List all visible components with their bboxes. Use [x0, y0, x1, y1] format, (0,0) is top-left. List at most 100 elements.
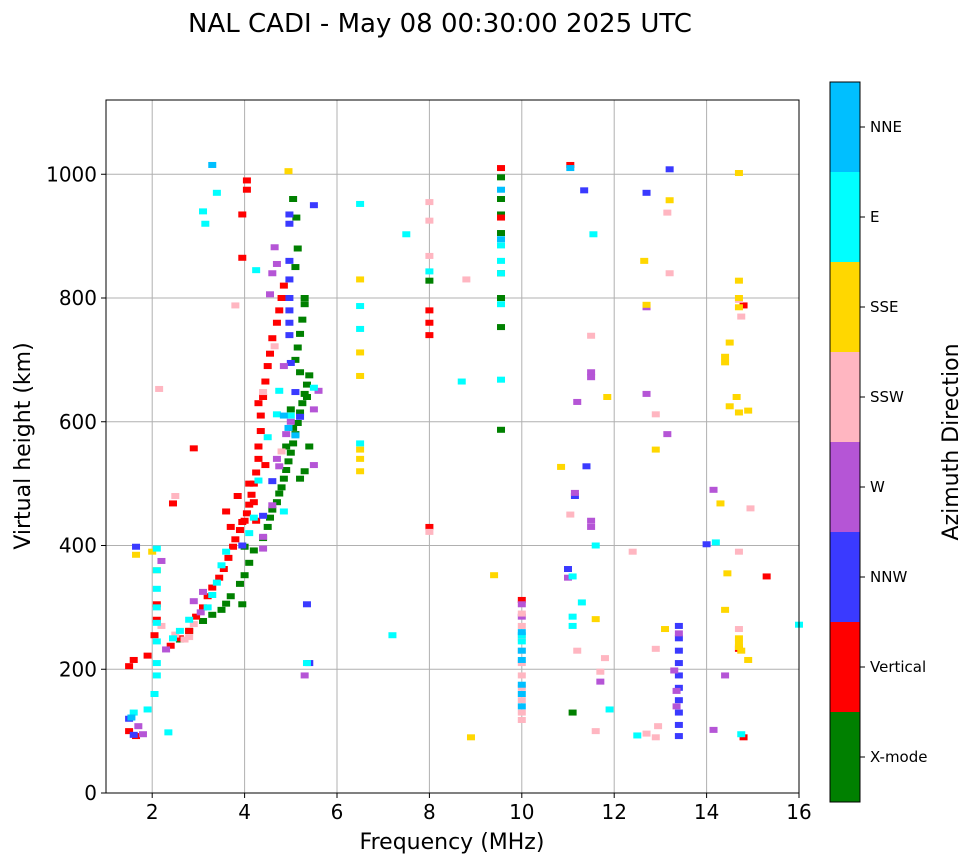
- data-point: [268, 335, 277, 342]
- data-point: [152, 619, 161, 626]
- data-point: [670, 667, 679, 674]
- data-point: [517, 691, 526, 697]
- data-point: [196, 609, 205, 616]
- data-point: [300, 390, 309, 397]
- data-point: [238, 542, 247, 549]
- data-point: [263, 434, 272, 441]
- data-point: [388, 632, 397, 639]
- data-point: [596, 678, 605, 685]
- data-point: [674, 622, 683, 629]
- data-point: [129, 731, 138, 738]
- colorbar-segment: [830, 712, 860, 802]
- colorbar-tick-label: NNE: [870, 118, 902, 136]
- data-point: [517, 629, 526, 636]
- data-point: [309, 462, 318, 469]
- data-point: [268, 270, 277, 277]
- data-point: [587, 517, 596, 524]
- data-point: [721, 359, 730, 366]
- data-point: [238, 254, 247, 261]
- data-point: [199, 208, 208, 215]
- x-tick-label: 6: [331, 800, 344, 824]
- data-point: [497, 295, 506, 301]
- data-point: [300, 468, 309, 475]
- data-point: [279, 282, 288, 289]
- data-point: [268, 478, 277, 485]
- data-point: [302, 394, 311, 400]
- data-point: [517, 622, 526, 629]
- data-point: [577, 599, 586, 606]
- data-point: [152, 616, 161, 623]
- data-point: [254, 400, 263, 407]
- data-point: [580, 187, 589, 194]
- colorbar-segment: [830, 532, 860, 622]
- data-point: [224, 554, 233, 561]
- data-point: [242, 186, 251, 193]
- data-point: [725, 339, 734, 346]
- data-point: [157, 557, 166, 564]
- data-point: [356, 303, 365, 310]
- data-point: [663, 209, 672, 216]
- data-point: [665, 197, 674, 204]
- data-point: [734, 635, 743, 642]
- data-point: [143, 652, 152, 659]
- colorbar-segment: [830, 82, 860, 172]
- data-point: [462, 276, 471, 283]
- colorbar-label: Azimuth Direction: [939, 343, 964, 540]
- data-point: [356, 468, 365, 475]
- colorbar-segment: [830, 262, 860, 352]
- data-point: [425, 319, 434, 326]
- data-point: [245, 480, 254, 487]
- data-point: [642, 189, 651, 196]
- data-point: [309, 202, 318, 209]
- data-point: [425, 523, 434, 530]
- data-point: [591, 616, 600, 623]
- data-point: [570, 493, 579, 499]
- data-point: [266, 350, 275, 357]
- data-point: [734, 170, 743, 177]
- data-point: [573, 398, 582, 405]
- data-point: [425, 277, 434, 284]
- data-point: [566, 161, 575, 168]
- data-point: [272, 260, 281, 267]
- data-point: [497, 324, 506, 331]
- data-point: [356, 276, 365, 283]
- colorbar-segment: [830, 172, 860, 262]
- data-point: [212, 579, 221, 586]
- y-tick-label: 1000: [46, 162, 97, 186]
- data-point: [640, 257, 649, 264]
- data-point: [289, 424, 298, 431]
- data-point: [129, 709, 138, 716]
- data-point: [252, 267, 261, 274]
- data-point: [138, 731, 147, 738]
- data-point: [296, 413, 305, 420]
- data-point: [300, 672, 309, 679]
- data-point: [275, 463, 284, 470]
- data-point: [268, 502, 277, 509]
- data-point: [587, 523, 596, 530]
- data-point: [152, 604, 161, 611]
- data-point: [175, 635, 184, 642]
- data-point: [261, 378, 270, 385]
- data-point: [425, 217, 434, 224]
- data-point: [284, 458, 293, 465]
- data-point: [247, 491, 256, 498]
- y-tick-label: 0: [84, 781, 97, 805]
- colorbar-tick-label: E: [870, 208, 879, 226]
- data-point: [233, 493, 242, 499]
- data-point: [148, 548, 157, 555]
- data-point: [600, 655, 609, 662]
- data-point: [162, 646, 171, 653]
- x-tick-label: 10: [509, 800, 534, 824]
- data-point: [568, 573, 577, 580]
- data-point: [674, 733, 683, 740]
- data-point: [291, 264, 300, 271]
- data-point: [642, 390, 651, 397]
- data-point: [229, 543, 238, 550]
- chart-title: NAL CADI - May 08 00:30:00 2025 UTC: [188, 9, 692, 39]
- data-point: [259, 394, 268, 400]
- data-point: [497, 242, 506, 249]
- data-point: [302, 660, 311, 667]
- data-point: [263, 523, 272, 530]
- data-point: [605, 706, 614, 713]
- data-point: [651, 446, 660, 453]
